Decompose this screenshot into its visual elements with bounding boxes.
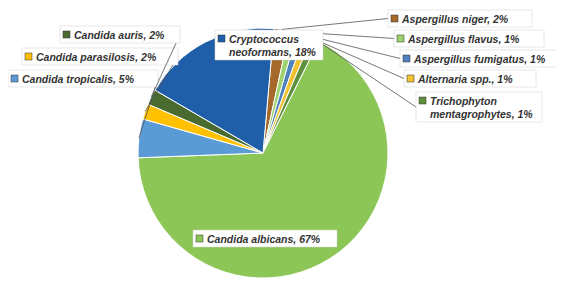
svg-text:Aspergillus fumigatus, 1%: Aspergillus fumigatus, 1% xyxy=(413,53,546,65)
svg-text:mentagrophytes, 1%: mentagrophytes, 1% xyxy=(430,108,533,120)
svg-text:Candida auris, 2%: Candida auris, 2% xyxy=(74,29,165,41)
svg-text:Aspergillus flavus, 1%: Aspergillus flavus, 1% xyxy=(407,33,520,45)
svg-text:Aspergillus niger, 2%: Aspergillus niger, 2% xyxy=(401,13,509,25)
svg-text:Candida tropicalis, 5%: Candida tropicalis, 5% xyxy=(22,73,135,85)
svg-text:Candida albicans, 67%: Candida albicans, 67% xyxy=(207,233,321,245)
svg-text:Alternaria spp., 1%: Alternaria spp., 1% xyxy=(417,73,513,85)
svg-text:Trichophyton: Trichophyton xyxy=(430,95,497,107)
svg-text:Cryptococcus: Cryptococcus xyxy=(229,33,299,45)
svg-text:Candida parasilosis, 2%: Candida parasilosis, 2% xyxy=(36,51,157,63)
svg-text:neoformans, 18%: neoformans, 18% xyxy=(229,46,317,58)
